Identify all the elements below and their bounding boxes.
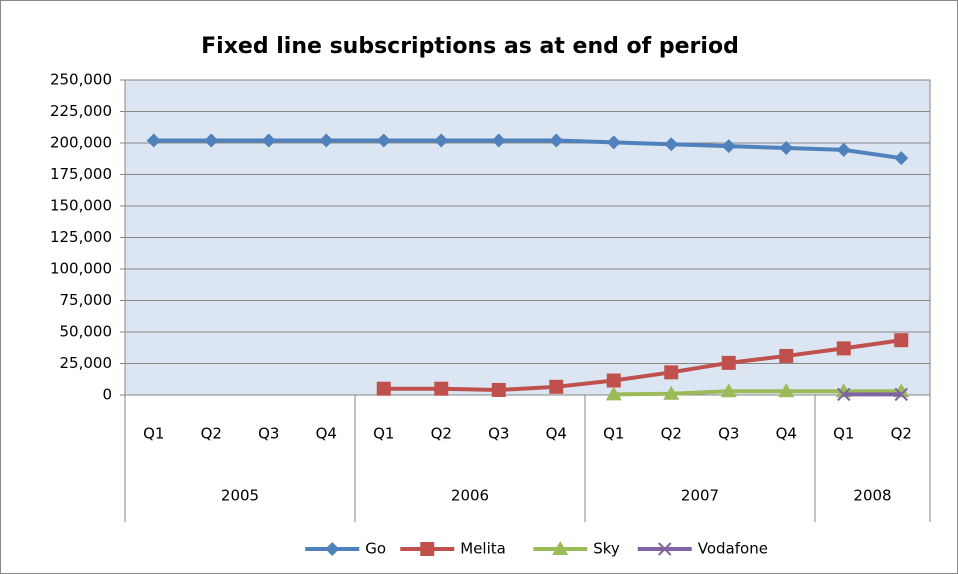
marker [606,373,621,388]
marker [836,341,851,356]
x-group-label: 2005 [221,487,259,505]
marker [779,348,794,363]
marker [606,135,621,150]
series-line [383,338,902,392]
x-tick-label: Q3 [258,425,279,443]
y-tick-label: 0 [102,386,112,404]
legend-label: Go [365,540,386,558]
marker [836,142,851,157]
marker [664,137,679,152]
y-tick-label: 100,000 [50,260,112,278]
marker [319,133,334,148]
y-tick-label: 75,000 [60,291,113,309]
y-tick-label: 225,000 [50,102,112,120]
marker [549,133,564,148]
x-group-label: 2006 [451,487,489,505]
y-tick-label: 200,000 [50,134,112,152]
series-line [153,138,902,161]
marker [549,379,564,394]
y-tick-label: 175,000 [50,165,112,183]
marker [720,383,737,398]
marker [894,387,908,402]
marker [663,385,680,400]
marker [376,381,391,396]
marker [204,133,219,148]
y-tick-label: 250,000 [50,71,112,89]
x-tick-label: Q1 [143,425,164,443]
x-tick-label: Q1 [373,425,394,443]
legend-marker [658,542,672,556]
x-tick-label: Q2 [661,425,682,443]
marker [721,139,736,154]
marker [491,133,506,148]
marker [778,383,795,398]
x-tick-label: Q3 [718,425,739,443]
x-group-label: 2007 [681,487,719,505]
y-tick-label: 25,000 [60,354,113,372]
x-tick-label: Q1 [833,425,854,443]
y-tick-label: 125,000 [50,228,112,246]
legend-marker [420,542,435,556]
x-group-label: 2008 [853,487,891,505]
legend-label: Sky [593,540,620,558]
marker [434,133,449,148]
x-tick-label: Q2 [201,425,222,443]
x-tick-label: Q3 [488,425,509,443]
marker [779,141,794,156]
series-line [613,389,902,397]
legend-marker [552,541,569,555]
marker [721,355,736,370]
marker [894,333,909,348]
x-tick-label: Q4 [546,425,567,443]
x-tick-label: Q4 [776,425,797,443]
legend-label: Vodafone [698,540,768,558]
marker [894,151,909,166]
marker [376,133,391,148]
legend-label: Melita [460,540,506,558]
marker [837,387,851,402]
marker [434,381,449,396]
x-tick-label: Q2 [891,425,912,443]
x-tick-label: Q1 [603,425,624,443]
marker [261,133,276,148]
marker [664,365,679,380]
marker [605,386,622,401]
marker [491,382,506,397]
legend-marker [325,542,340,556]
y-tick-label: 150,000 [50,197,112,215]
marker [146,133,161,148]
y-tick-label: 50,000 [60,323,113,341]
x-tick-label: Q2 [431,425,452,443]
x-tick-label: Q4 [316,425,337,443]
chart-title: Fixed line subscriptions as at end of pe… [201,34,739,59]
